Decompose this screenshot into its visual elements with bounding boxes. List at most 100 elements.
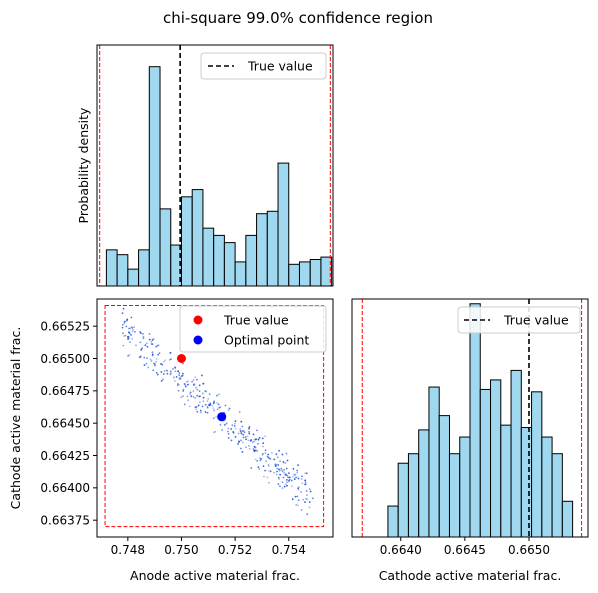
histogram-bar bbox=[245, 234, 258, 287]
sample-point bbox=[264, 452, 267, 454]
sample-point bbox=[286, 484, 288, 487]
sample-point bbox=[278, 468, 280, 471]
sample-point bbox=[188, 405, 191, 408]
top-histogram-reference-lines bbox=[99, 45, 331, 286]
confidence-region-rect bbox=[104, 304, 325, 528]
sample-point bbox=[150, 341, 153, 343]
sample-point bbox=[311, 497, 314, 500]
sample-point bbox=[125, 325, 128, 328]
sample-point bbox=[282, 476, 285, 479]
y-tick-label: 0.66400 bbox=[40, 481, 90, 495]
sample-point bbox=[262, 445, 264, 448]
sample-point bbox=[224, 404, 227, 407]
sample-point bbox=[150, 343, 153, 345]
sample-point bbox=[147, 366, 150, 369]
sample-point bbox=[121, 312, 124, 315]
sample-point bbox=[131, 337, 134, 340]
sample-point bbox=[231, 424, 234, 427]
sample-point bbox=[218, 393, 220, 396]
histogram-bar bbox=[234, 261, 247, 287]
scatter-legend: True value Optimal point bbox=[179, 305, 327, 353]
sample-point bbox=[227, 437, 230, 439]
histogram-bar bbox=[490, 379, 502, 538]
histogram-bar bbox=[138, 249, 150, 287]
sample-point bbox=[293, 478, 296, 480]
histogram-bar bbox=[266, 210, 279, 287]
sample-point bbox=[185, 380, 188, 383]
sample-point bbox=[206, 406, 209, 408]
sample-point bbox=[297, 477, 300, 480]
y-tick-label: 0.66500 bbox=[40, 352, 90, 366]
histogram-bar bbox=[469, 303, 481, 538]
sample-point bbox=[164, 359, 166, 362]
sample-point bbox=[193, 383, 196, 385]
sample-point bbox=[292, 468, 295, 470]
sample-point bbox=[265, 460, 268, 463]
sample-point bbox=[158, 352, 161, 355]
sample-point bbox=[248, 426, 251, 428]
sample-point bbox=[195, 408, 198, 411]
sample-point bbox=[190, 395, 193, 398]
scatter-y-ticks: 0.66375 0.66400 0.66425 0.66450 0.66475 0.665… bbox=[40, 319, 97, 527]
sample-point bbox=[156, 373, 159, 376]
histogram-bar bbox=[223, 242, 236, 287]
sample-point bbox=[237, 432, 240, 435]
sample-point bbox=[198, 395, 201, 398]
sample-point bbox=[131, 330, 134, 333]
sample-point bbox=[240, 447, 242, 450]
x-tick-label: 0.6645 bbox=[444, 543, 486, 557]
histogram-bar bbox=[428, 386, 440, 538]
sample-point bbox=[234, 420, 237, 423]
sample-point bbox=[176, 382, 179, 385]
sample-point bbox=[242, 433, 245, 436]
sample-point bbox=[278, 449, 281, 452]
sample-point bbox=[143, 356, 146, 359]
y-tick-label: 0.66425 bbox=[40, 449, 90, 463]
right-histogram-panel: 0.6640 0.6645 0.6650 Cathode active materi… bbox=[351, 298, 589, 583]
sample-point bbox=[152, 369, 155, 372]
legend-label-true-value: True value bbox=[247, 59, 313, 74]
sample-point bbox=[207, 398, 210, 400]
sample-point bbox=[178, 374, 181, 376]
top-histogram-legend: True value bbox=[200, 52, 327, 80]
sample-point bbox=[130, 334, 132, 336]
sample-point bbox=[145, 362, 148, 365]
sample-point bbox=[242, 430, 244, 432]
right-histogram-bars bbox=[387, 303, 574, 538]
histogram-bar bbox=[448, 453, 461, 538]
sample-point bbox=[305, 497, 307, 500]
sample-point bbox=[240, 439, 243, 442]
sample-point bbox=[127, 335, 130, 338]
sample-point bbox=[157, 344, 160, 347]
sample-point bbox=[293, 473, 296, 476]
sample-point bbox=[241, 430, 243, 433]
sample-point bbox=[264, 449, 267, 452]
legend-box bbox=[200, 52, 327, 80]
sample-point bbox=[170, 358, 172, 361]
sample-point bbox=[135, 344, 137, 347]
sample-point bbox=[177, 370, 180, 373]
sample-point bbox=[238, 410, 241, 413]
sample-point bbox=[305, 472, 308, 475]
histogram-bar bbox=[256, 213, 268, 287]
sample-point bbox=[139, 341, 142, 344]
sample-point bbox=[176, 384, 179, 387]
sample-point bbox=[166, 369, 168, 372]
sample-point bbox=[187, 380, 190, 382]
sample-point bbox=[130, 316, 133, 319]
sample-point bbox=[141, 347, 143, 350]
sample-point bbox=[206, 411, 209, 414]
sample-point bbox=[201, 374, 203, 377]
sample-point bbox=[291, 498, 294, 501]
sample-point bbox=[296, 504, 299, 507]
sample-point bbox=[257, 438, 260, 441]
sample-point bbox=[151, 353, 154, 356]
histogram-bar bbox=[202, 227, 215, 287]
sample-point bbox=[214, 430, 217, 433]
sample-point bbox=[240, 420, 243, 423]
sample-point bbox=[204, 411, 207, 413]
sample-point bbox=[302, 498, 305, 501]
y-tick-label: 0.66475 bbox=[40, 384, 90, 398]
scatter-xlabel: Anode active material frac. bbox=[130, 568, 300, 583]
sample-point bbox=[269, 458, 272, 460]
